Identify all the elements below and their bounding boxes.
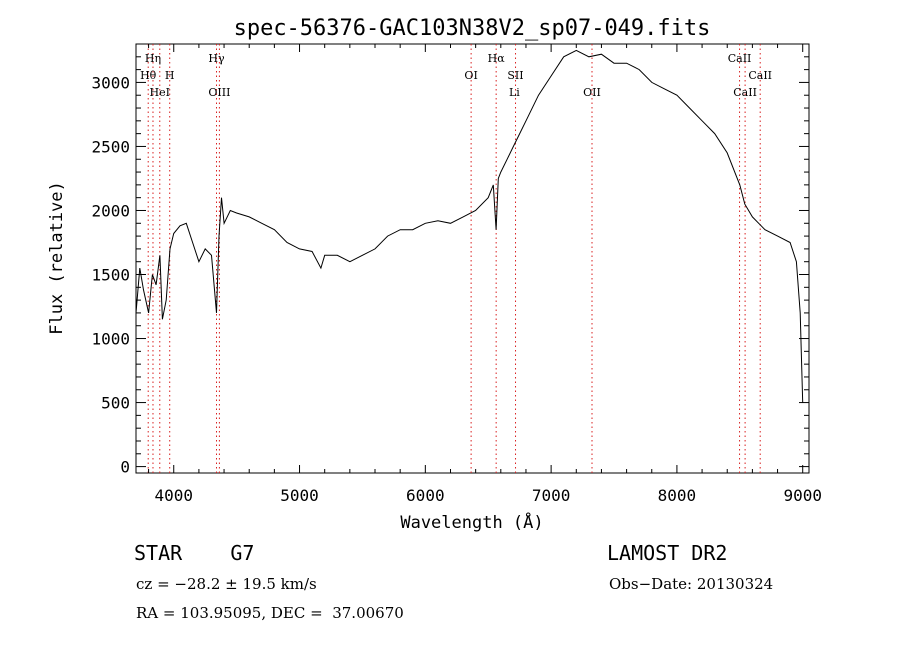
x-tick-label: 9000 [783,486,822,505]
line-label: CaII [733,86,757,99]
velocity: cz = −28.2 ± 19.5 km/s [136,575,317,593]
x-axis-label: Wavelength (Å) [400,511,543,533]
y-tick-label: 1500 [91,266,130,285]
y-tick-label: 3000 [91,73,130,92]
object-class: STAR G7 [134,541,255,565]
y-axis-ticks: 0 500 1000 1500 2000 2500 3000 [91,56,809,477]
line-label: CaII [728,52,752,65]
line-label: OIII [208,86,230,99]
line-label: Hγ [208,52,225,65]
y-tick-label: 0 [120,458,130,477]
line-label: CaII [748,69,772,82]
y-tick-label: 500 [101,394,130,413]
x-tick-label: 6000 [406,486,445,505]
x-tick-label: 7000 [532,486,571,505]
x-tick-label: 4000 [154,486,193,505]
line-label: Li [509,86,520,99]
y-tick-label: 1000 [91,330,130,349]
line-label: Hθ [140,69,157,82]
x-axis-ticks: 4000 5000 6000 7000 8000 9000 [148,44,822,505]
line-label: SII [507,69,523,82]
y-axis-label: Flux (relative) [47,181,67,335]
spectrum-line [135,49,804,403]
line-markers [147,44,761,473]
line-label: OII [583,86,601,99]
survey-name: LAMOST DR2 [607,541,728,565]
line-label: HeI [150,86,170,99]
line-label: Hη [145,52,161,65]
line-label: H [165,69,175,82]
x-tick-label: 8000 [658,486,697,505]
y-tick-label: 2000 [91,201,130,220]
coordinates: RA = 103.95095, DEC = 37.00670 [136,604,404,622]
x-tick-label: 5000 [280,486,319,505]
obs-date: Obs−Date: 20130324 [609,575,774,593]
chart-title: spec-56376-GAC103N38V2_sp07-049.fits [234,16,711,41]
line-label: Hα [488,52,506,65]
line-label: OI [464,69,477,82]
y-tick-label: 2500 [91,137,130,156]
plot-frame [135,43,810,474]
